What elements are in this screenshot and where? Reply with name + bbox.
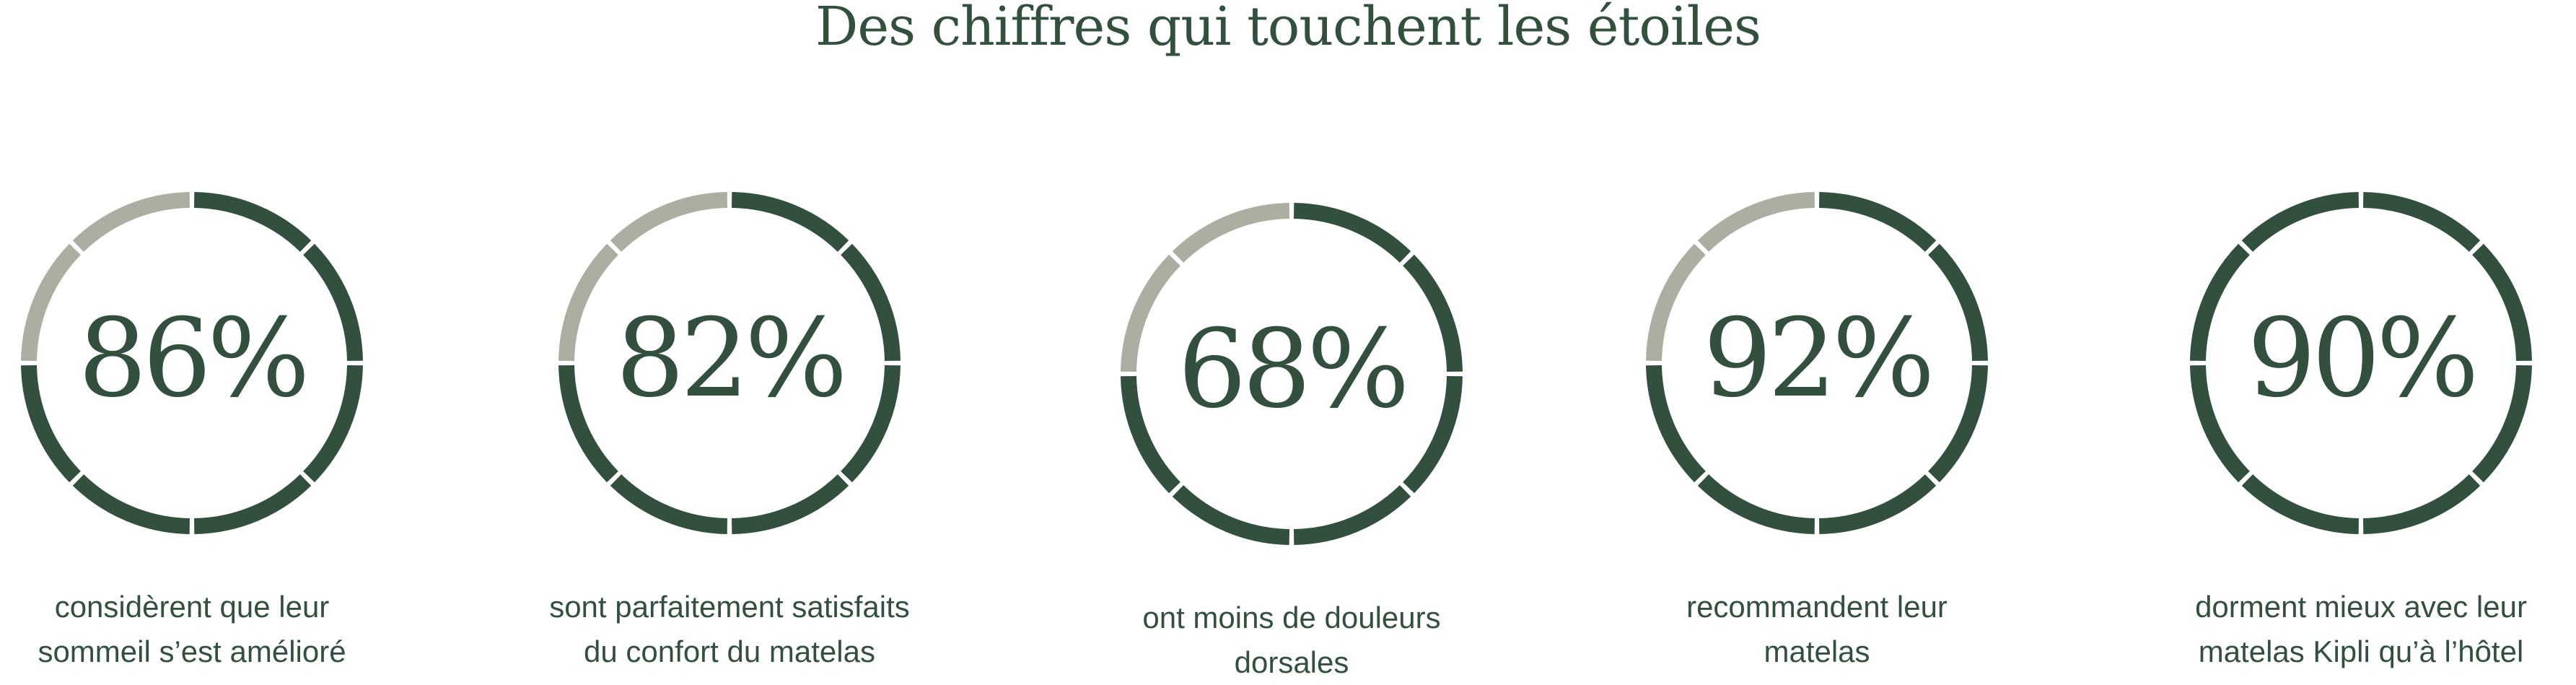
caption-line: dorsales	[1234, 645, 1349, 679]
caption-line: matelas Kipli qu’à l’hôtel	[2198, 634, 2524, 668]
stat-caption: dorment mieux avec leur matelas Kipli qu…	[2137, 585, 2576, 674]
ring-segment-unfilled	[1172, 203, 1290, 263]
ring-segment-unfilled	[21, 243, 81, 362]
ring-segment-filled	[2241, 192, 2360, 252]
progress-ring	[2190, 192, 2532, 534]
stat-caption: recommandent leur matelas	[1593, 585, 2041, 674]
ring-segment-filled	[1818, 192, 1937, 252]
caption-line: matelas	[1764, 634, 1870, 668]
stat-caption: sont parfaitement satisfaits du confort …	[506, 585, 953, 674]
caption-line: sommeil s’est amélioré	[38, 634, 346, 668]
stat-card: 68% ont moins de douleurs dorsales	[1068, 195, 1515, 679]
section-title: Des chiffres qui touchent les étoiles	[815, 0, 1761, 58]
ring-segment-unfilled	[1646, 243, 1706, 362]
progress-ring	[1121, 203, 1463, 545]
stat-caption: ont moins de douleurs dorsales	[1068, 595, 1515, 685]
ring-segment-unfilled	[558, 243, 618, 362]
progress-ring	[558, 192, 901, 534]
ring-segment-filled	[1697, 474, 1815, 534]
stat-percentage: 82%	[615, 296, 847, 422]
stat-caption: considèrent que leur sommeil s’est améli…	[0, 585, 416, 674]
ring-segment-filled	[841, 243, 901, 362]
progress-ring	[21, 192, 363, 534]
ring-segment-filled	[1646, 365, 1706, 483]
ring-segment-filled	[610, 474, 728, 534]
caption-line: considèrent que leur	[54, 590, 330, 624]
stat-percentage: 90%	[2247, 296, 2479, 422]
ring-segment-filled	[1293, 203, 1411, 263]
ring-segment-filled	[303, 365, 363, 483]
ring-segment-filled	[1928, 365, 1988, 483]
ring-segment-filled	[2241, 474, 2360, 534]
caption-line: du confort du matelas	[584, 634, 875, 668]
stat-card: 86% considèrent que leur sommeil s’est a…	[0, 184, 416, 668]
ring-segment-filled	[1403, 254, 1463, 372]
ring-segment-filled	[303, 243, 363, 362]
stat-card: 82% sont parfaitement satisfaits du conf…	[506, 184, 953, 668]
stat-card: 92% recommandent leur matelas	[1593, 184, 2041, 668]
ring-segment-filled	[841, 365, 901, 483]
ring-segment-filled	[558, 365, 618, 483]
ring-segment-filled	[2472, 365, 2532, 483]
caption-line: recommandent leur	[1686, 590, 1948, 624]
caption-line: sont parfaitement satisfaits	[549, 590, 910, 624]
ring-segment-filled	[193, 474, 312, 534]
ring-segment-unfilled	[610, 192, 728, 252]
ring-segment-filled	[193, 192, 312, 252]
ring-segment-filled	[1403, 375, 1463, 494]
progress-ring	[1646, 192, 1988, 534]
ring-segment-filled	[731, 474, 849, 534]
caption-line: ont moins de douleurs	[1142, 601, 1441, 634]
ring-segment-unfilled	[72, 192, 190, 252]
stat-card: 90% dorment mieux avec leur matelas Kipl…	[2137, 184, 2576, 668]
ring-segment-unfilled	[1697, 192, 1815, 252]
ring-segment-filled	[2472, 243, 2532, 362]
ring-segment-filled	[2190, 243, 2250, 362]
ring-segment-filled	[1928, 243, 1988, 362]
ring-segment-filled	[21, 365, 81, 483]
stat-percentage: 92%	[1703, 296, 1935, 422]
ring-segment-filled	[2190, 365, 2250, 483]
stat-percentage: 86%	[78, 296, 310, 422]
ring-segment-filled	[1172, 485, 1290, 545]
ring-segment-filled	[731, 192, 849, 252]
ring-segment-filled	[1121, 375, 1180, 494]
ring-segment-unfilled	[1121, 254, 1180, 372]
ring-segment-filled	[2362, 192, 2481, 252]
ring-segment-filled	[2362, 474, 2481, 534]
ring-segment-filled	[72, 474, 190, 534]
ring-segment-filled	[1818, 474, 1937, 534]
caption-line: dorment mieux avec leur	[2195, 590, 2527, 624]
ring-segment-filled	[1293, 485, 1411, 545]
stat-percentage: 68%	[1178, 307, 1409, 432]
